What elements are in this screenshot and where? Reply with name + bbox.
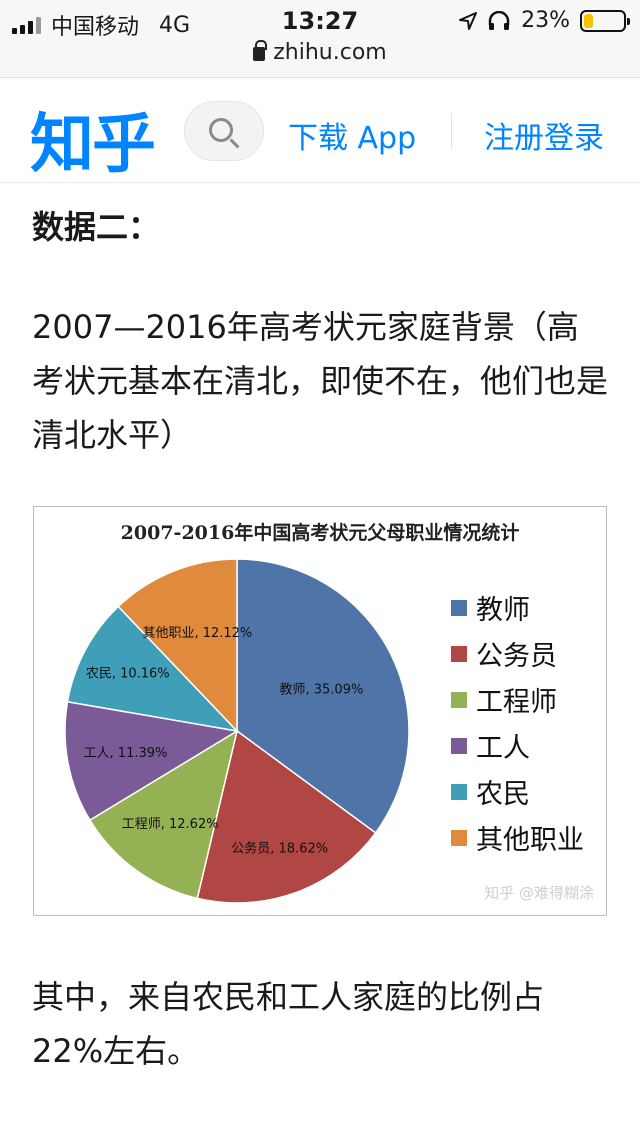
header-divider — [451, 113, 452, 149]
battery-icon — [580, 9, 630, 32]
legend-label: 公务员 — [476, 641, 557, 672]
battery-fill — [584, 13, 593, 28]
pie-data-label: 教师, 35.09% — [279, 681, 363, 697]
pie-slice-6 — [117, 558, 238, 733]
chart-title: 2007-2016年中国高考状元父母职业情况统计 — [121, 521, 520, 544]
section-heading: 数据二： — [32, 208, 161, 246]
pie-data-label: 农民, 10.16% — [86, 667, 170, 682]
legend-label: 教师 — [476, 595, 530, 626]
status-bar: 中国移动 4G 13:27 23% — [0, 0, 640, 40]
signal-icon — [12, 16, 41, 34]
lock-icon — [253, 40, 268, 61]
pie-slice-5 — [66, 605, 240, 733]
chart-watermark: 知乎 @难得糊涂 — [484, 884, 594, 902]
search-button[interactable] — [184, 101, 264, 161]
url-domain: zhihu.com — [273, 40, 387, 65]
pie-chart-image: 2007-2016年中国高考状元父母职业情况统计 教师, 35.09% 公务员, … — [33, 506, 607, 916]
download-app-link[interactable]: 下载 App — [288, 121, 417, 156]
status-right: 23% — [459, 8, 630, 33]
status-left: 中国移动 4G — [12, 9, 190, 41]
legend-label: 工人 — [476, 733, 530, 764]
legend-swatch — [451, 738, 467, 754]
network-type: 4G — [159, 12, 191, 38]
zhihu-logo[interactable]: 知乎 — [30, 108, 156, 182]
article-paragraph-2: 其中，来自农民和工人家庭的比例占22%左右。 — [32, 978, 545, 1070]
status-time: 13:27 — [281, 7, 359, 35]
pie-slice-2 — [196, 729, 377, 904]
pie-data-label: 公务员, 18.62% — [231, 840, 328, 856]
pie-slice-4 — [64, 700, 240, 822]
legend-label: 农民 — [476, 779, 530, 810]
legend-swatch — [451, 830, 467, 846]
legend-swatch — [451, 692, 467, 708]
legend-label: 工程师 — [476, 687, 557, 718]
legend-swatch — [451, 646, 467, 662]
legend-swatch — [451, 600, 467, 616]
headphones-icon — [488, 10, 510, 30]
legend-swatch — [451, 784, 467, 800]
site-header: 知乎 下载 App 注册登录 — [0, 79, 640, 183]
legend-label: 其他职业 — [476, 825, 584, 856]
location-arrow-icon — [459, 11, 478, 30]
carrier-name: 中国移动 — [51, 15, 140, 40]
register-login-link[interactable]: 注册登录 — [484, 121, 604, 156]
search-icon — [209, 118, 233, 142]
pie-data-label: 工程师, 12.62% — [122, 817, 219, 832]
pie-slice-3 — [88, 729, 239, 900]
url-bar[interactable]: zhihu.com — [0, 40, 640, 78]
battery-percent: 23% — [521, 8, 570, 33]
pie-data-label: 其他职业, 12.12% — [142, 626, 252, 641]
pie-chart: 2007-2016年中国高考状元父母职业情况统计 教师, 35.09% 公务员, … — [64, 521, 594, 904]
article-paragraph: 2007—2016年高考状元家庭背景（高考状元基本在清北，即使不在，他们也是清北… — [32, 308, 609, 454]
pie-slice-1 — [236, 558, 410, 834]
pie-data-label: 工人, 11.39% — [84, 746, 168, 761]
